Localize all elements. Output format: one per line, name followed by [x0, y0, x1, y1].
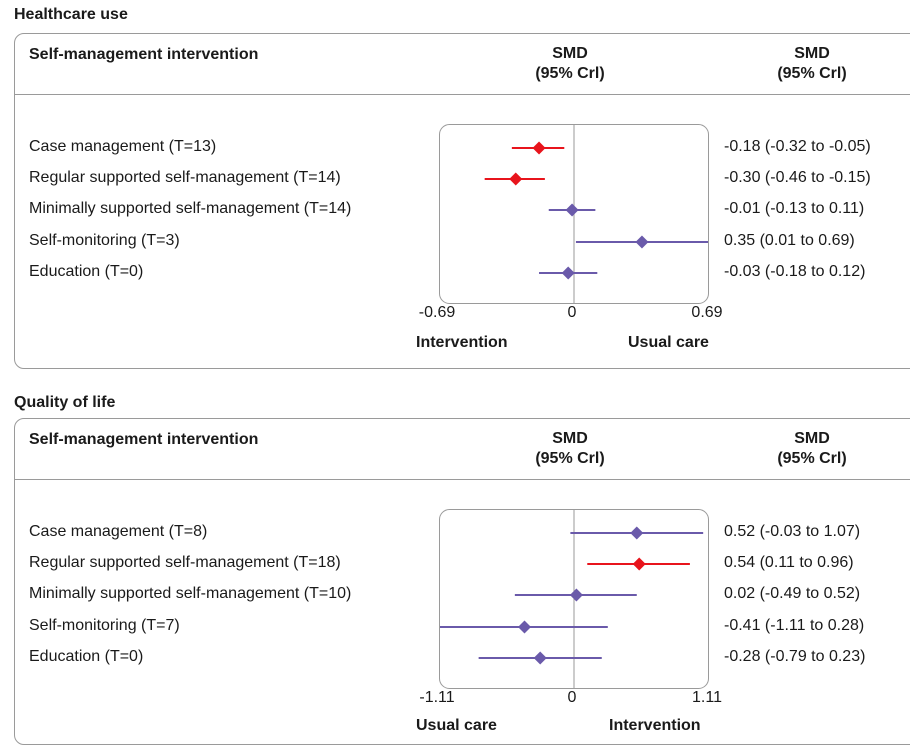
section-title-healthcare-use: Healthcare use — [14, 6, 128, 23]
row-value: -0.03 (-0.18 to 0.12) — [724, 263, 866, 280]
row-value: 0.52 (-0.03 to 1.07) — [724, 523, 861, 540]
row-value: -0.28 (-0.79 to 0.23) — [724, 648, 866, 665]
row-label: Self-monitoring (T=7) — [29, 617, 180, 634]
row-label: Education (T=0) — [29, 648, 144, 665]
row-value: 0.02 (-0.49 to 0.52) — [724, 585, 861, 602]
header-divider — [15, 479, 910, 480]
forest-panel-healthcare-use: Self-management intervention SMD (95% Cr… — [14, 33, 910, 369]
row-label: Education (T=0) — [29, 263, 144, 280]
header-smd-value-line1: SMD — [794, 430, 830, 447]
point-estimate-marker — [635, 235, 649, 249]
x-tick-label: 0 — [567, 304, 577, 321]
point-estimate-marker — [561, 266, 575, 280]
row-label: Minimally supported self-management (T=1… — [29, 585, 352, 602]
favours-left-label: Intervention — [416, 334, 508, 351]
header-smd-value-line2: (95% Crl) — [777, 65, 847, 82]
point-estimate-marker — [565, 203, 579, 217]
header-smd-plot: SMD (95% Crl) — [505, 44, 635, 84]
point-estimate-marker — [518, 620, 532, 634]
row-label: Regular supported self-management (T=18) — [29, 554, 341, 571]
forest-plot-area — [439, 509, 709, 689]
header-smd-value-line1: SMD — [794, 45, 830, 62]
x-tick-label: 1.11 — [692, 689, 722, 706]
header-intervention: Self-management intervention — [29, 431, 259, 448]
header-smd-plot: SMD (95% Crl) — [505, 429, 635, 469]
header-smd-plot-line1: SMD — [552, 45, 588, 62]
row-label: Self-monitoring (T=3) — [29, 232, 180, 249]
point-estimate-marker — [533, 651, 547, 665]
favours-right-label: Intervention — [609, 717, 701, 734]
point-estimate-marker — [630, 526, 644, 540]
header-smd-value: SMD (95% Crl) — [747, 429, 877, 469]
row-label: Minimally supported self-management (T=1… — [29, 200, 352, 217]
row-value: -0.41 (-1.11 to 0.28) — [724, 617, 865, 634]
row-label: Case management (T=8) — [29, 523, 208, 540]
row-value: -0.01 (-0.13 to 0.11) — [724, 200, 865, 217]
row-value: 0.54 (0.11 to 0.96) — [724, 554, 854, 571]
header-smd-plot-line1: SMD — [552, 430, 588, 447]
point-estimate-marker — [632, 557, 646, 571]
section-title-quality-of-life: Quality of life — [14, 394, 116, 411]
row-value: 0.35 (0.01 to 0.69) — [724, 232, 855, 249]
point-estimate-marker — [532, 141, 546, 155]
forest-panel-quality-of-life: Self-management intervention SMD (95% Cr… — [14, 418, 910, 745]
header-intervention: Self-management intervention — [29, 46, 259, 63]
header-smd-value: SMD (95% Crl) — [747, 44, 877, 84]
forest-plot-area — [439, 124, 709, 304]
point-estimate-marker — [569, 588, 583, 602]
favours-right-label: Usual care — [628, 334, 709, 351]
row-label: Case management (T=13) — [29, 138, 217, 155]
header-smd-plot-line2: (95% Crl) — [535, 450, 605, 467]
x-tick-label: 0.69 — [691, 304, 723, 321]
x-tick-label: -0.69 — [418, 304, 456, 321]
header-divider — [15, 94, 910, 95]
header-smd-plot-line2: (95% Crl) — [535, 65, 605, 82]
row-value: -0.30 (-0.46 to -0.15) — [724, 169, 871, 186]
x-tick-label: 0 — [567, 689, 577, 706]
x-tick-label: -1.11 — [419, 689, 455, 706]
header-smd-value-line2: (95% Crl) — [777, 450, 847, 467]
point-estimate-marker — [509, 172, 523, 186]
row-value: -0.18 (-0.32 to -0.05) — [724, 138, 871, 155]
row-label: Regular supported self-management (T=14) — [29, 169, 341, 186]
favours-left-label: Usual care — [416, 717, 497, 734]
